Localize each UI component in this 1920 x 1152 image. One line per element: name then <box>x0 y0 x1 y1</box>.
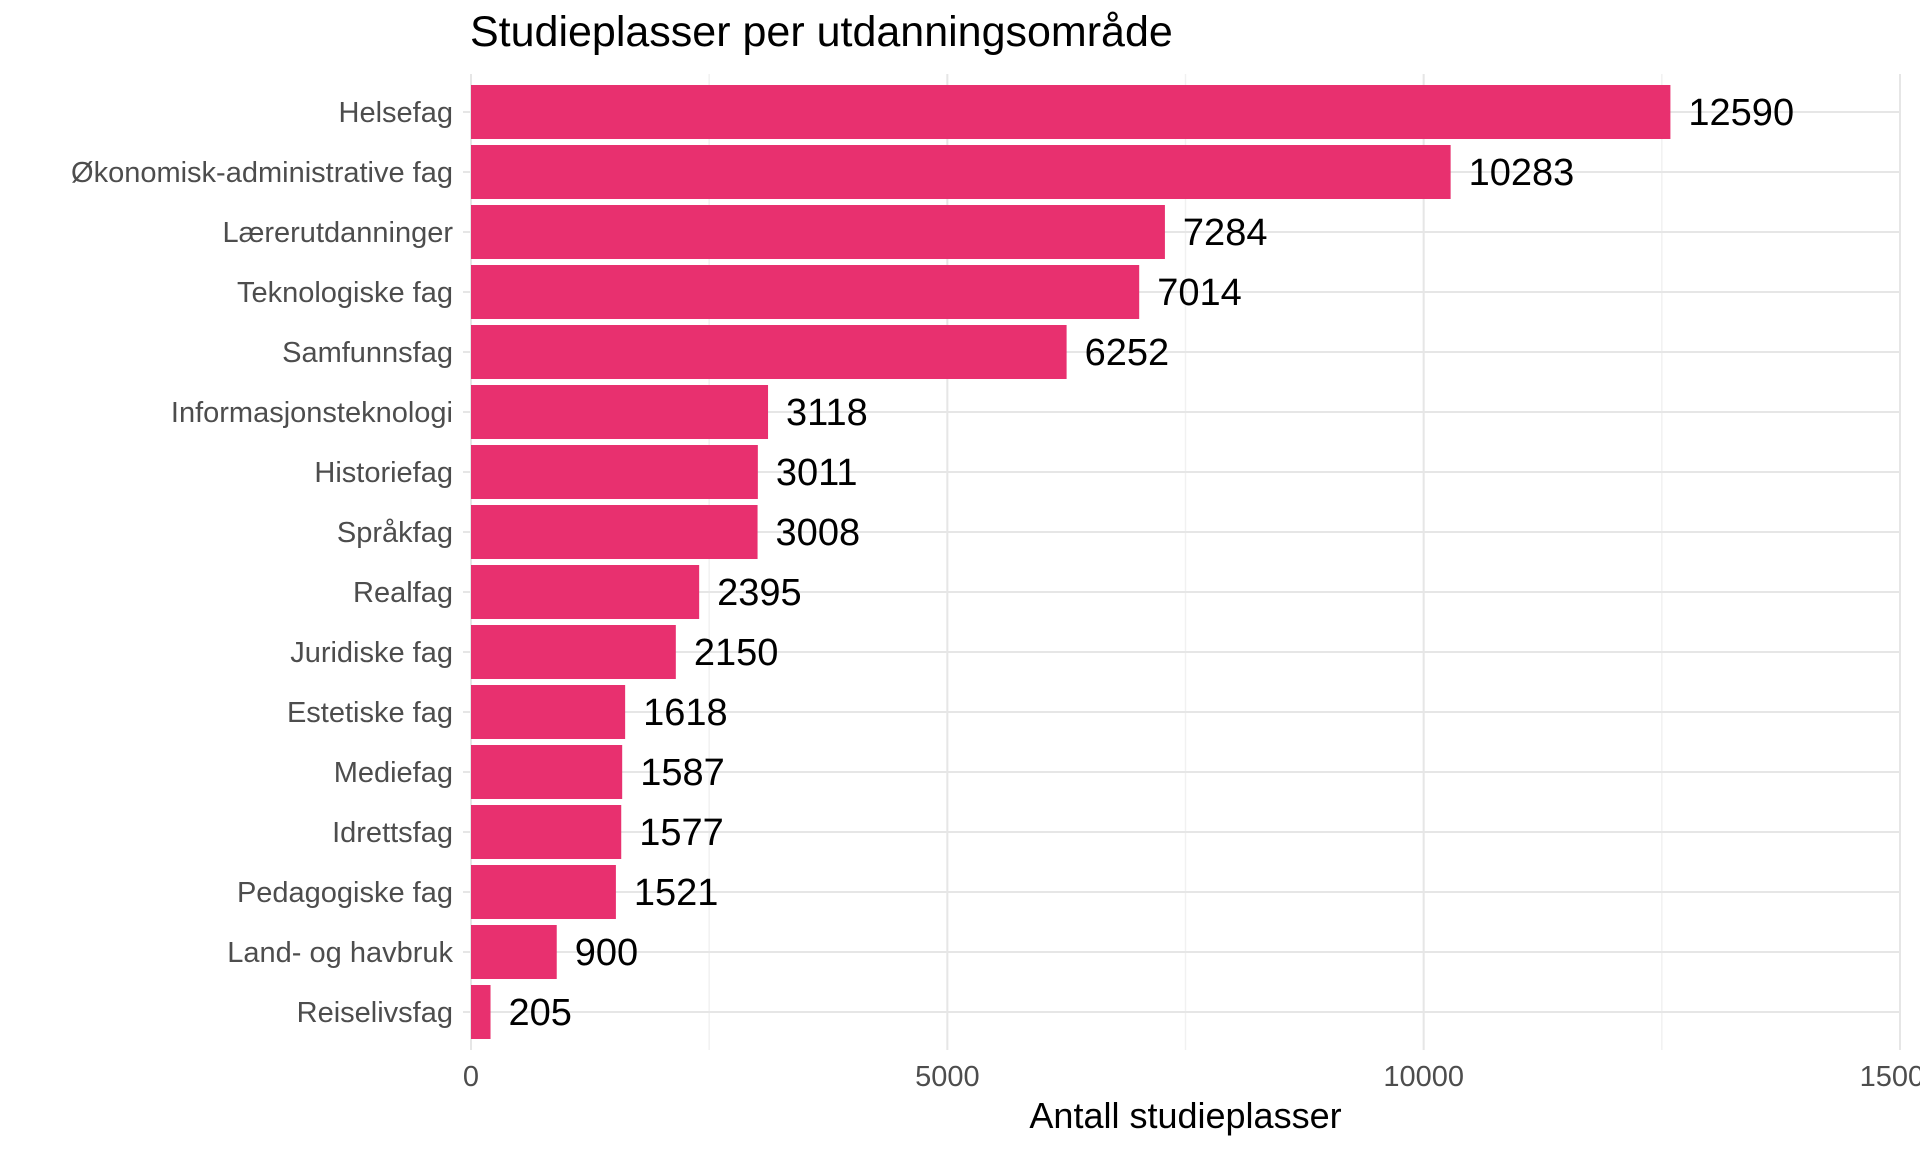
bar-value-label: 3118 <box>786 392 868 434</box>
category-label: Idrettsfag <box>332 817 453 849</box>
bar-value-label: 7284 <box>1183 212 1268 254</box>
labels: 0 5000 10000 15000 12590 Helsefag 10283 Økonomi… <box>71 92 1920 1093</box>
bar <box>471 445 758 499</box>
bar-value-label: 205 <box>509 992 572 1034</box>
bar <box>471 505 758 559</box>
bar <box>471 145 1451 199</box>
bar <box>471 265 1140 319</box>
category-label: Land- og havbruk <box>227 937 453 969</box>
bar-value-label: 3011 <box>776 452 858 494</box>
bars <box>471 85 1671 1039</box>
x-tick-label: 5000 <box>915 1061 980 1093</box>
bar-value-label: 2150 <box>694 632 779 674</box>
bar-value-label: 12590 <box>1688 92 1794 134</box>
bar <box>471 985 491 1039</box>
category-label: Pedagogiske fag <box>237 877 453 909</box>
category-label: Historiefag <box>314 457 453 489</box>
category-label: Informasjonsteknologi <box>171 397 453 429</box>
bar-value-label: 1587 <box>640 752 725 794</box>
bar <box>471 205 1165 259</box>
bar-value-label: 1521 <box>634 872 719 914</box>
bar <box>471 865 616 919</box>
bar <box>471 565 700 619</box>
x-tick-label: 10000 <box>1383 1061 1464 1093</box>
category-label: Helsefag <box>339 97 453 129</box>
bar <box>471 685 626 739</box>
bar-value-label: 3008 <box>776 512 861 554</box>
bar-value-label: 1577 <box>639 812 724 854</box>
category-label: Økonomisk-administrative fag <box>71 157 453 189</box>
x-tick-label: 15000 <box>1860 1061 1920 1093</box>
bar <box>471 625 676 679</box>
bar <box>471 325 1067 379</box>
bar-value-label: 2395 <box>717 572 802 614</box>
bar-value-label: 6252 <box>1085 332 1170 374</box>
bar-value-label: 1618 <box>643 692 728 734</box>
category-label: Mediefag <box>334 757 453 789</box>
chart-title: Studieplasser per utdanningsområde <box>470 8 1173 56</box>
bar <box>471 925 557 979</box>
category-label: Juridiske fag <box>290 637 453 669</box>
category-label: Lærerutdanninger <box>222 217 453 249</box>
category-label: Språkfag <box>337 517 453 549</box>
category-label: Estetiske fag <box>287 697 453 729</box>
bar-value-label: 10283 <box>1469 152 1575 194</box>
category-label: Realfag <box>353 577 453 609</box>
bar <box>471 385 769 439</box>
category-label: Teknologiske fag <box>237 277 453 309</box>
x-axis-title: Antall studieplasser <box>1029 1095 1341 1136</box>
x-tick-label: 0 <box>463 1061 479 1093</box>
bar <box>471 745 623 799</box>
bar <box>471 805 622 859</box>
category-label: Samfunnsfag <box>282 337 453 369</box>
bar-value-label: 900 <box>575 932 638 974</box>
bar-value-label: 7014 <box>1157 272 1242 314</box>
bar <box>471 85 1671 139</box>
category-label: Reiselivsfag <box>297 997 453 1029</box>
